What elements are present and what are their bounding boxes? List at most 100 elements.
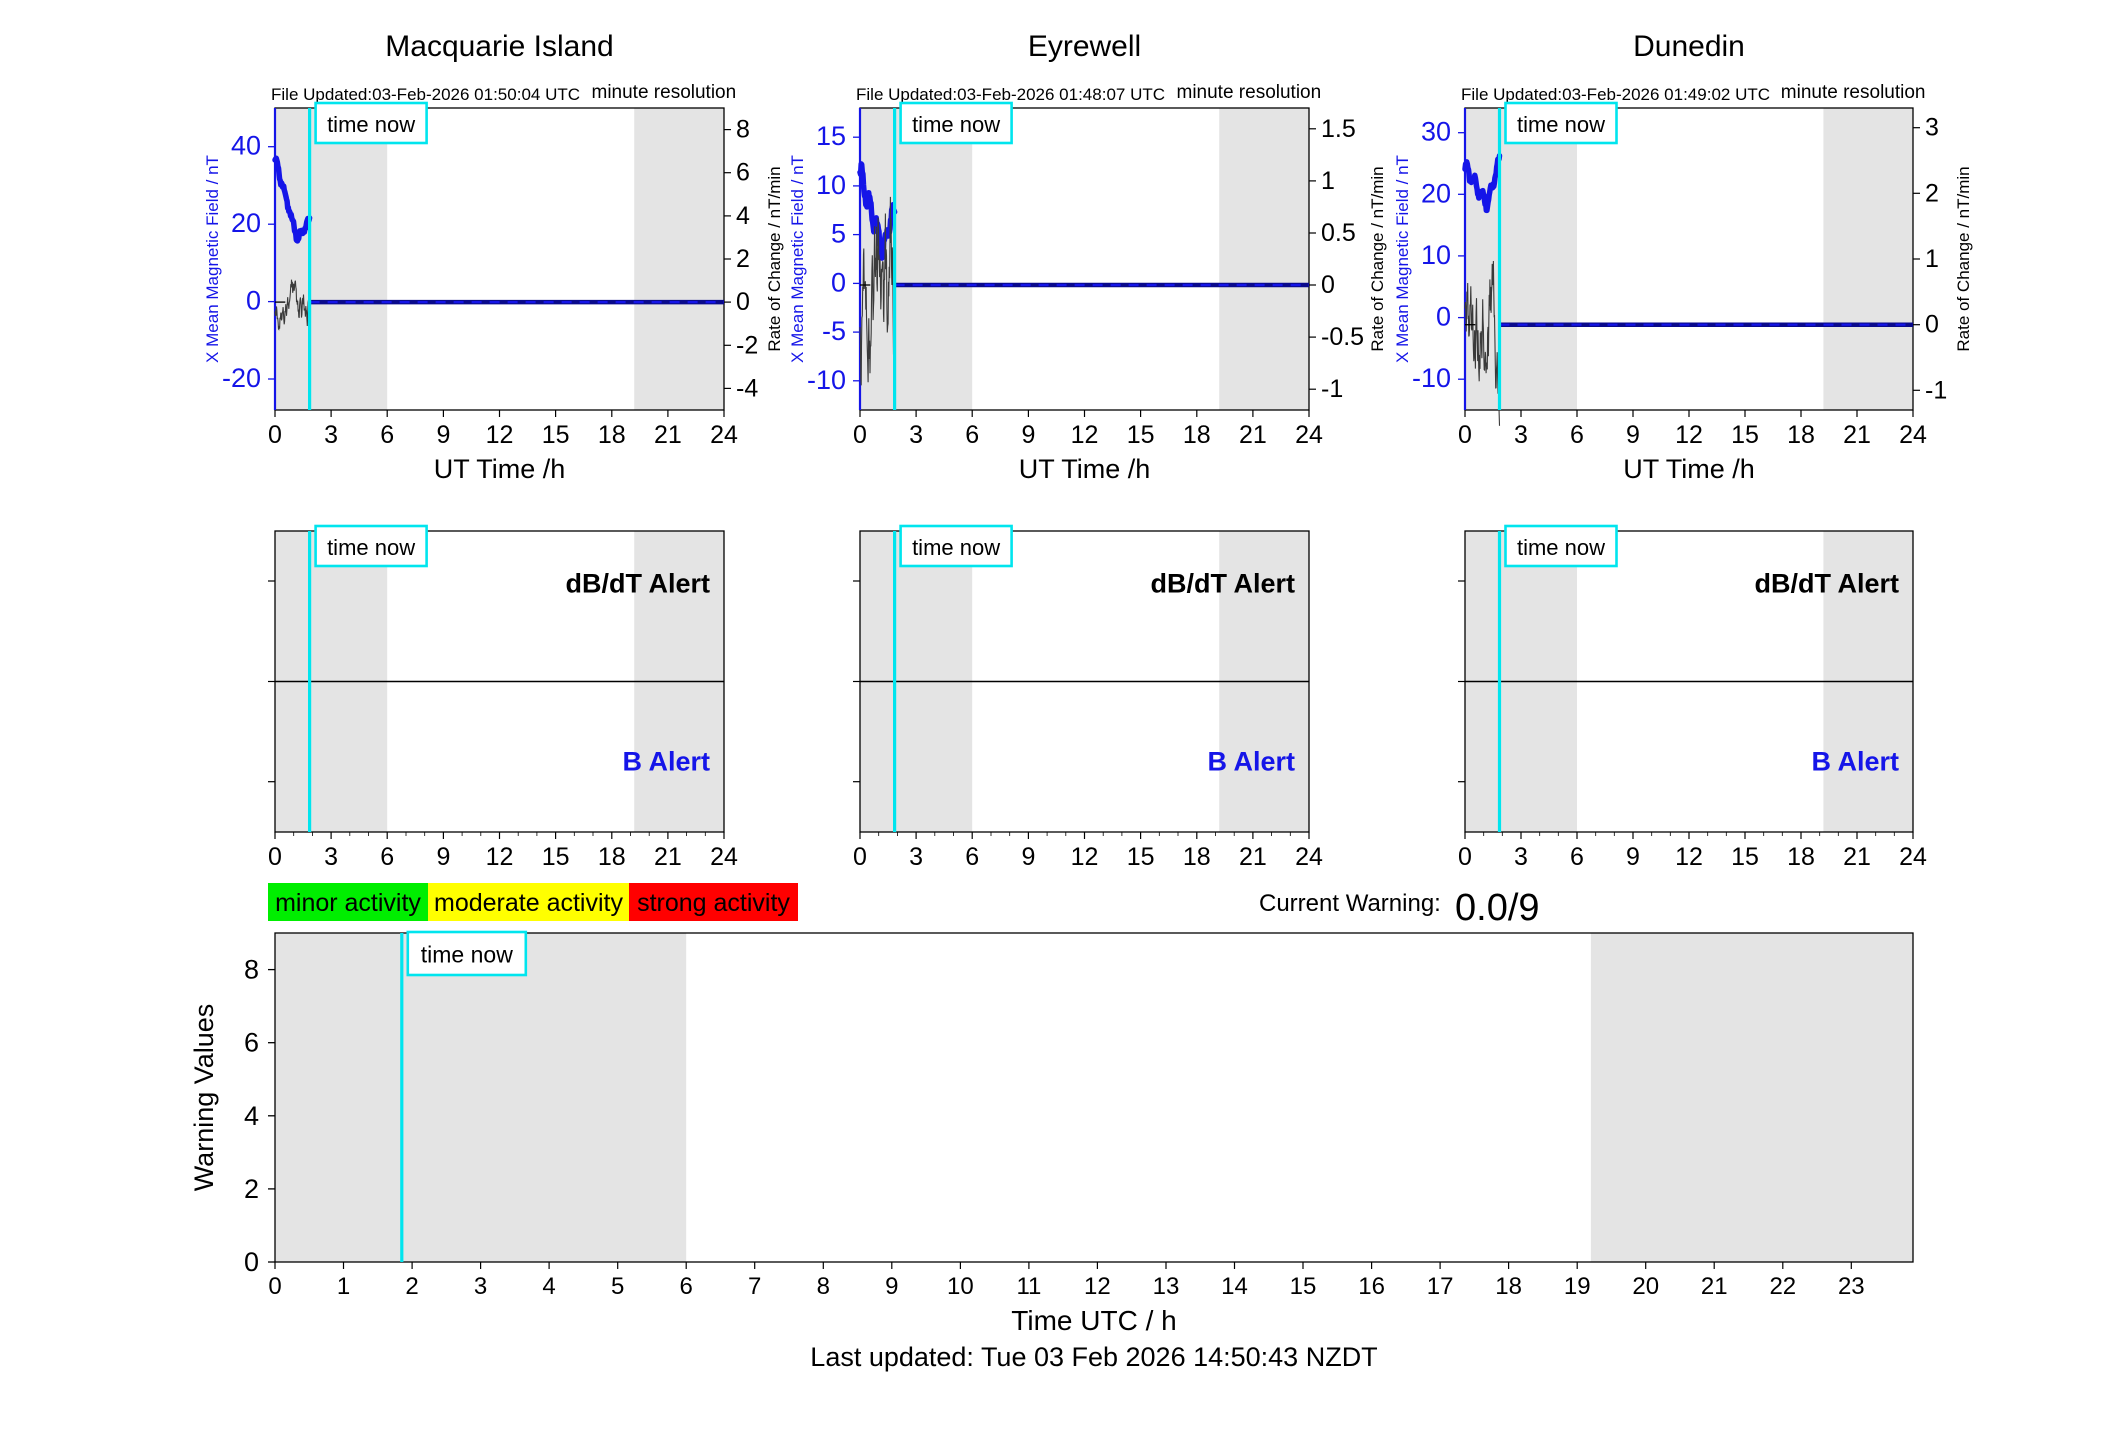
svg-text:21: 21 [654,843,682,871]
svg-text:18: 18 [1495,1273,1522,1300]
svg-text:time now: time now [327,112,415,137]
svg-text:0: 0 [268,843,282,871]
svg-text:6: 6 [1570,421,1584,449]
svg-text:10: 10 [816,170,846,200]
svg-text:UT Time /h: UT Time /h [434,454,566,484]
svg-text:15: 15 [1127,421,1155,449]
svg-text:18: 18 [598,843,626,871]
svg-text:dB/dT Alert: dB/dT Alert [566,569,711,599]
svg-text:Macquarie Island: Macquarie Island [385,30,613,63]
svg-text:time now: time now [327,535,415,560]
svg-text:time now: time now [1517,112,1605,137]
svg-text:minute resolution: minute resolution [1177,82,1322,103]
svg-text:time now: time now [912,112,1000,137]
svg-text:0.5: 0.5 [1321,219,1356,247]
svg-text:7: 7 [748,1273,761,1300]
svg-text:0: 0 [831,267,846,297]
svg-text:4: 4 [244,1101,259,1131]
svg-text:16: 16 [1358,1273,1385,1300]
svg-text:minute resolution: minute resolution [592,82,737,103]
svg-text:15: 15 [816,121,846,151]
svg-text:9: 9 [436,421,450,449]
svg-text:1: 1 [1321,167,1335,195]
svg-text:6: 6 [1570,843,1584,871]
svg-text:6: 6 [680,1273,693,1300]
svg-text:UT Time /h: UT Time /h [1623,454,1755,484]
svg-text:18: 18 [1183,843,1211,871]
svg-text:24: 24 [1295,421,1323,449]
svg-text:30: 30 [1421,117,1451,147]
svg-text:0: 0 [244,1247,259,1277]
svg-text:B Alert: B Alert [622,746,710,776]
svg-text:17: 17 [1427,1273,1454,1300]
svg-text:9: 9 [1021,843,1035,871]
svg-text:18: 18 [598,421,626,449]
svg-text:40: 40 [231,131,261,161]
svg-text:15: 15 [1290,1273,1317,1300]
svg-text:18: 18 [1787,843,1815,871]
svg-text:12: 12 [1675,421,1703,449]
svg-text:14: 14 [1221,1273,1248,1300]
svg-text:15: 15 [1731,421,1759,449]
svg-text:9: 9 [1626,421,1640,449]
svg-text:1.5: 1.5 [1321,115,1356,143]
svg-text:Warning Values: Warning Values [189,1004,219,1192]
svg-text:3: 3 [324,843,338,871]
svg-text:X Mean Magnetic Field / nT: X Mean Magnetic Field / nT [788,155,807,363]
svg-text:1: 1 [1925,245,1939,273]
svg-text:21: 21 [1701,1273,1728,1300]
svg-text:21: 21 [1843,421,1871,449]
svg-text:6: 6 [380,843,394,871]
svg-text:24: 24 [1899,843,1927,871]
svg-text:dB/dT Alert: dB/dT Alert [1151,569,1296,599]
svg-text:0: 0 [853,421,867,449]
svg-text:12: 12 [486,421,514,449]
svg-text:2: 2 [736,245,750,273]
svg-text:19: 19 [1564,1273,1591,1300]
svg-text:21: 21 [1239,843,1267,871]
svg-text:4: 4 [542,1273,555,1300]
svg-text:-10: -10 [1412,363,1451,393]
svg-text:24: 24 [1899,421,1927,449]
svg-text:0: 0 [1925,311,1939,339]
svg-text:Rate of Change / nT/min: Rate of Change / nT/min [1954,166,1973,351]
svg-text:3: 3 [909,843,923,871]
svg-text:UT Time /h: UT Time /h [1019,454,1151,484]
svg-text:-1: -1 [1321,375,1343,403]
svg-text:Rate of Change / nT/min: Rate of Change / nT/min [765,166,784,351]
svg-text:Current Warning:: Current Warning: [1259,890,1441,917]
svg-text:10: 10 [1421,240,1451,270]
svg-text:15: 15 [542,421,570,449]
svg-text:12: 12 [1675,843,1703,871]
svg-text:6: 6 [380,421,394,449]
svg-text:Time UTC / h: Time UTC / h [1011,1305,1176,1336]
svg-text:0: 0 [268,421,282,449]
svg-text:22: 22 [1769,1273,1796,1300]
svg-text:0: 0 [1436,302,1451,332]
svg-text:11: 11 [1016,1273,1041,1300]
svg-text:12: 12 [486,843,514,871]
svg-text:Dunedin: Dunedin [1633,30,1745,63]
svg-text:-0.5: -0.5 [1321,323,1364,351]
svg-text:0: 0 [246,286,261,316]
svg-text:24: 24 [710,843,738,871]
svg-text:3: 3 [1514,421,1528,449]
svg-text:1: 1 [337,1273,350,1300]
svg-text:20: 20 [231,208,261,238]
svg-text:minute resolution: minute resolution [1781,82,1926,103]
svg-text:9: 9 [885,1273,898,1300]
svg-text:X Mean Magnetic Field / nT: X Mean Magnetic Field / nT [203,155,222,363]
svg-text:5: 5 [831,219,846,249]
svg-text:Rate of Change / nT/min: Rate of Change / nT/min [1368,166,1387,351]
svg-text:0: 0 [853,843,867,871]
svg-text:12: 12 [1071,421,1099,449]
svg-text:21: 21 [1239,421,1267,449]
svg-text:time now: time now [421,942,513,968]
svg-text:-10: -10 [807,365,846,395]
svg-text:File Updated:03-Feb-2026 01:50: File Updated:03-Feb-2026 01:50:04 UTC [271,85,580,104]
svg-text:2: 2 [244,1174,259,1204]
svg-text:0: 0 [268,1273,281,1300]
svg-text:0: 0 [1321,271,1335,299]
svg-text:8: 8 [244,955,259,985]
svg-text:24: 24 [1295,843,1323,871]
